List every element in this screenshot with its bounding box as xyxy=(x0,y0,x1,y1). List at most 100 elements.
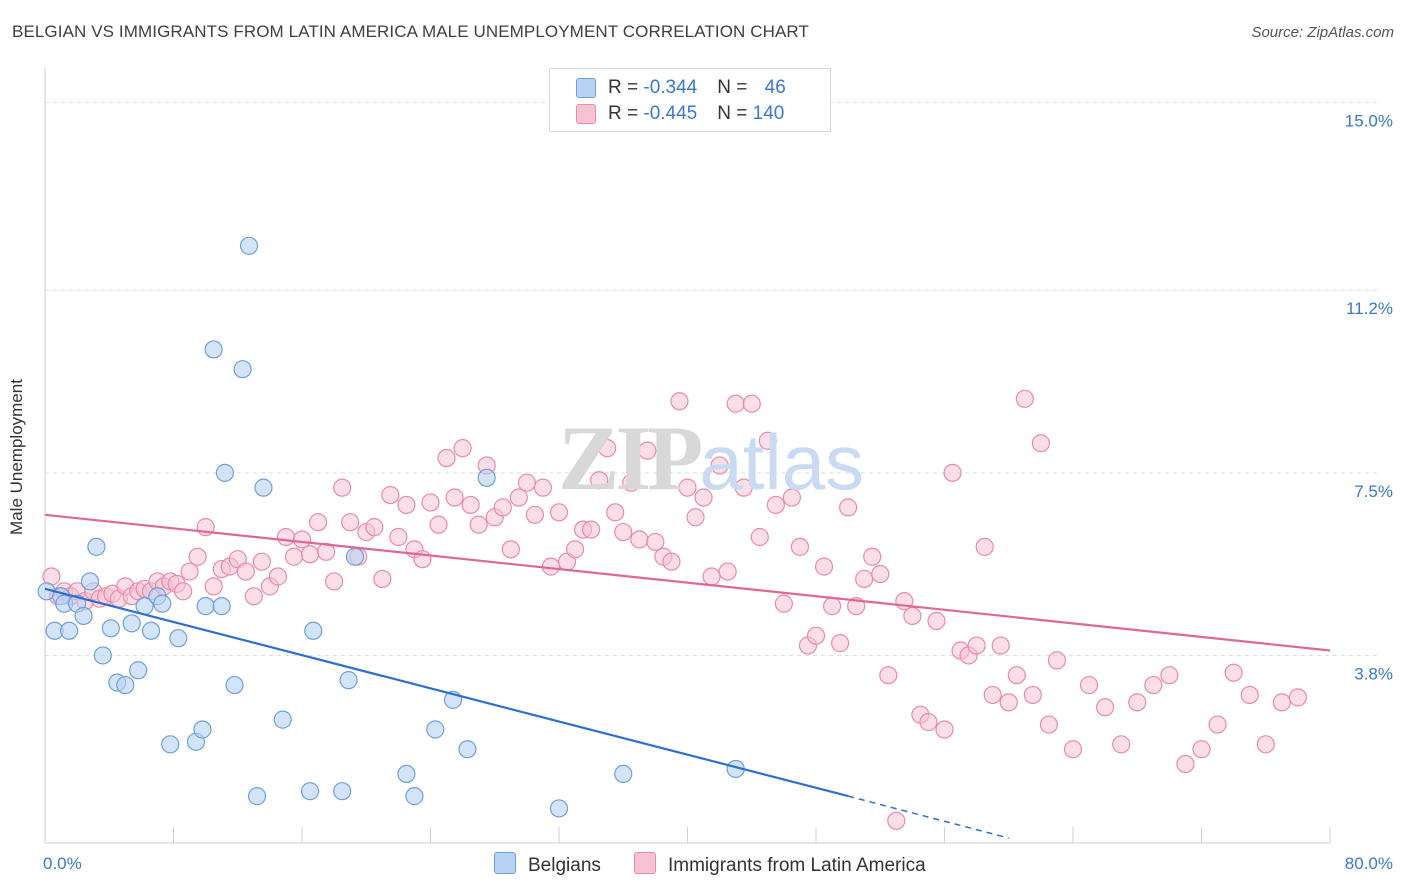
belgian-point xyxy=(129,661,148,680)
latin-point xyxy=(453,439,472,458)
latin-point xyxy=(1096,698,1115,717)
latin-point xyxy=(300,545,320,564)
n-value: 46 xyxy=(764,77,786,98)
latin-point xyxy=(365,518,384,537)
latin-point xyxy=(646,532,665,552)
belgian-point xyxy=(212,596,231,616)
latin-point xyxy=(887,811,906,830)
belgian-point xyxy=(193,720,212,739)
trend-lines xyxy=(44,513,1331,839)
belgian-point xyxy=(204,340,223,359)
latin-point xyxy=(284,547,304,566)
belgian-point xyxy=(549,799,569,818)
latin-point xyxy=(509,488,528,507)
latin-point xyxy=(389,527,408,547)
x-tick-label-max: 80.0% xyxy=(1345,854,1393,873)
belgians-trend-extension xyxy=(847,795,1009,839)
n-value: 140 xyxy=(752,103,785,124)
latin-point xyxy=(1224,663,1243,682)
latin-point xyxy=(879,666,898,685)
latin-point xyxy=(622,473,641,492)
latin-point xyxy=(1240,685,1259,705)
latin-point xyxy=(855,569,874,589)
latin-point xyxy=(670,392,689,411)
latin-point xyxy=(935,720,954,739)
latin-point xyxy=(702,567,721,586)
latin-point xyxy=(806,626,826,645)
latin-label: Immigrants from Latin America xyxy=(668,855,926,876)
y-tick-label: 3.8% xyxy=(1354,664,1393,683)
latin-point xyxy=(565,540,585,559)
latin-point xyxy=(517,473,536,492)
latin-point xyxy=(341,513,360,532)
latin-point xyxy=(525,505,545,524)
latin-point xyxy=(381,485,400,505)
chart-title: BELGIAN VS IMMIGRANTS FROM LATIN AMERICA… xyxy=(12,22,809,41)
belgian-point xyxy=(339,671,358,690)
belgian-point xyxy=(333,782,352,801)
watermark-atlas: atlas xyxy=(699,418,865,506)
latin-point xyxy=(694,488,713,507)
belgian-point xyxy=(300,782,320,801)
latin-point xyxy=(718,562,737,581)
belgians-swatch xyxy=(494,852,516,874)
latin-point xyxy=(1047,651,1067,670)
belgian-point xyxy=(80,572,100,591)
latin-point xyxy=(839,498,858,517)
latin-point xyxy=(630,530,649,549)
belgian-point xyxy=(345,547,365,566)
latin-point xyxy=(822,596,842,616)
belgian-point xyxy=(477,468,496,487)
latin-point xyxy=(750,527,769,547)
latin-point xyxy=(742,394,761,413)
latin-point xyxy=(252,552,271,571)
latin-point xyxy=(1144,675,1163,695)
latin-point xyxy=(1063,740,1083,759)
belgians-points xyxy=(37,236,745,818)
latin-point xyxy=(493,498,512,517)
r-value: -0.344 xyxy=(643,77,698,98)
latin-point xyxy=(1112,735,1131,754)
bottom-legend-latin: Immigrants from Latin America xyxy=(634,852,926,877)
latin-point xyxy=(774,594,793,613)
latin-point xyxy=(549,503,569,522)
latin-point xyxy=(686,508,705,527)
source-credit: Source: ZipAtlas.com xyxy=(1251,24,1394,41)
belgian-point xyxy=(397,764,416,784)
latin-point xyxy=(710,456,729,475)
latin-point xyxy=(1208,715,1227,734)
y-tick-label: 15.0% xyxy=(1345,112,1393,131)
belgian-point xyxy=(304,621,323,640)
latin-point xyxy=(758,431,777,450)
belgian-point xyxy=(161,735,180,754)
belgian-point xyxy=(141,621,161,640)
latin-point xyxy=(871,564,890,584)
latin-point xyxy=(1288,688,1307,707)
latin-point xyxy=(919,712,938,732)
belgian-point xyxy=(93,646,112,665)
latin-point xyxy=(333,478,352,497)
latin-point xyxy=(983,685,1002,705)
latin-point xyxy=(1079,675,1099,695)
latin-point xyxy=(236,562,255,581)
latin-point xyxy=(437,448,456,468)
latin-point xyxy=(1256,735,1275,754)
n-label: N = xyxy=(717,77,753,98)
latin-point xyxy=(325,572,344,591)
latin-point xyxy=(903,606,922,626)
latin-point xyxy=(180,562,199,581)
belgian-point xyxy=(87,537,106,556)
y-axis-label: Male Unemployment xyxy=(7,379,26,535)
latin-point xyxy=(999,693,1018,712)
belgians-trend-line xyxy=(44,587,849,798)
latin-point xyxy=(421,493,440,512)
latin-point xyxy=(373,569,392,589)
latin-point xyxy=(991,636,1010,655)
latin-point xyxy=(1176,754,1195,774)
belgian-point xyxy=(169,629,188,648)
latin-point xyxy=(1015,389,1034,408)
bottom-legend-belgians: Belgians xyxy=(494,852,601,877)
latin-point xyxy=(204,577,223,596)
belgian-point xyxy=(74,606,93,626)
latin-point xyxy=(501,540,520,559)
